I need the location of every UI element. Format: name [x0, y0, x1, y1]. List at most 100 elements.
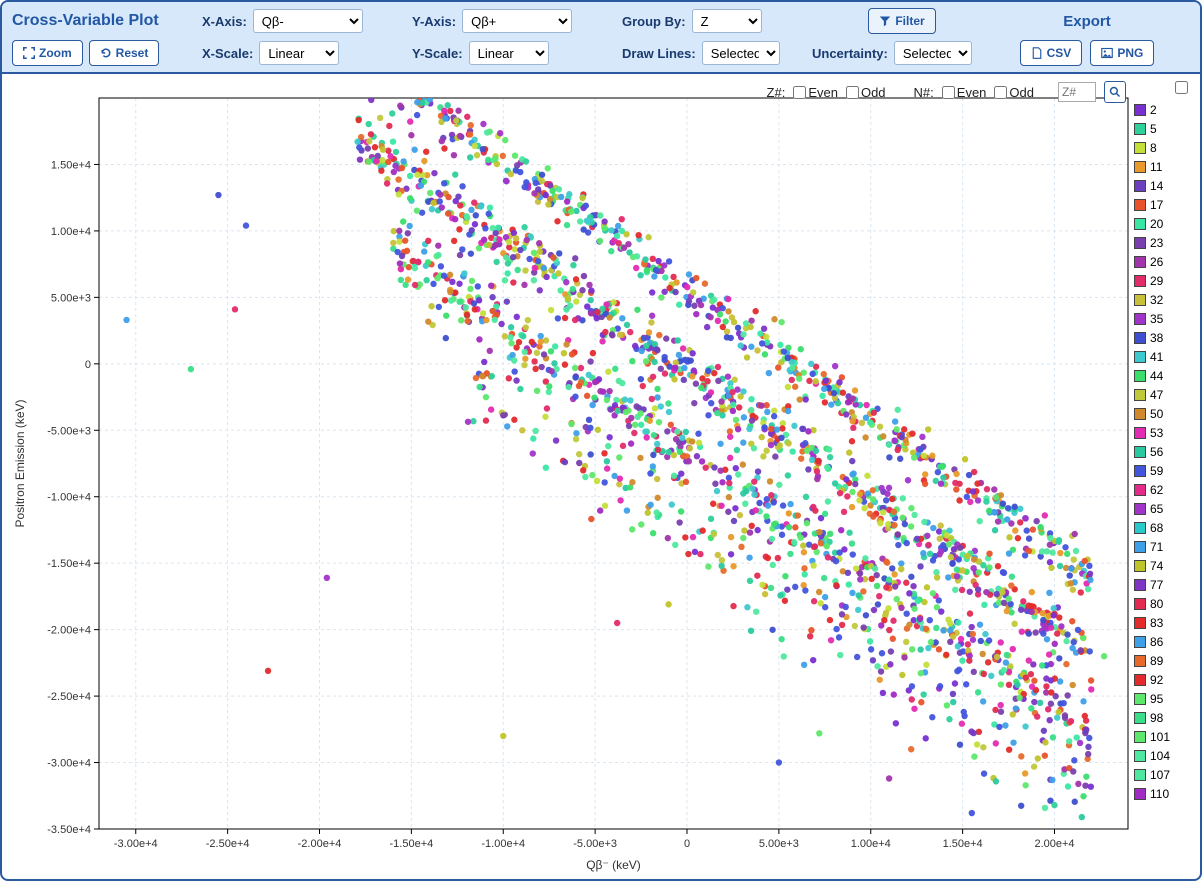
legend-item[interactable]: 11 [1134, 157, 1190, 176]
legend-swatch [1134, 712, 1146, 724]
legend-item[interactable]: 98 [1134, 708, 1190, 727]
legend-item[interactable]: 83 [1134, 613, 1190, 632]
parity-filters: Z#: Even Odd N#: Even Odd [767, 81, 1126, 103]
z-odd-checkbox[interactable]: Odd [846, 85, 886, 100]
legend-item[interactable]: 62 [1134, 480, 1190, 499]
svg-text:-2.50e+4: -2.50e+4 [206, 838, 250, 850]
legend-label: 8 [1150, 141, 1157, 155]
legend-label: 80 [1150, 597, 1163, 611]
legend-item[interactable]: 80 [1134, 594, 1190, 613]
legend-item[interactable]: 26 [1134, 252, 1190, 271]
legend-swatch [1134, 750, 1146, 762]
n-even-checkbox[interactable]: Even [942, 85, 987, 100]
legend-swatch [1134, 199, 1146, 211]
image-icon [1101, 47, 1113, 59]
legend-item[interactable]: 20 [1134, 214, 1190, 233]
legend-item[interactable]: 89 [1134, 651, 1190, 670]
legend-item[interactable]: 95 [1134, 689, 1190, 708]
z-even-checkbox[interactable]: Even [793, 85, 838, 100]
legend-swatch [1134, 218, 1146, 230]
svg-text:5.00e+3: 5.00e+3 [51, 292, 91, 304]
legend-swatch [1134, 731, 1146, 743]
n-odd-checkbox[interactable]: Odd [994, 85, 1034, 100]
legend-label: 104 [1150, 749, 1170, 763]
expand-icon [23, 47, 35, 59]
legend-item[interactable]: 68 [1134, 518, 1190, 537]
svg-text:Positron Emission (keV): Positron Emission (keV) [13, 399, 27, 527]
yaxis-select[interactable]: Qβ+ [462, 9, 572, 33]
legend-label: 74 [1150, 559, 1163, 573]
legend-label: 110 [1150, 787, 1169, 801]
svg-text:5.00e+3: 5.00e+3 [759, 838, 799, 850]
legend-item[interactable]: 65 [1134, 499, 1190, 518]
drawlines-select[interactable]: Selected [702, 41, 780, 65]
legend-item[interactable]: 23 [1134, 233, 1190, 252]
legend-item[interactable]: 47 [1134, 385, 1190, 404]
plot-area[interactable]: -3.00e+4-2.50e+4-2.00e+4-1.50e+4-1.00e+4… [6, 78, 1196, 875]
legend-item[interactable]: 101 [1134, 727, 1190, 746]
legend-item[interactable]: 32 [1134, 290, 1190, 309]
legend-item[interactable]: 110 [1134, 784, 1190, 803]
export-png-button[interactable]: PNG [1090, 40, 1154, 66]
export-csv-label: CSV [1047, 46, 1072, 60]
legend-item[interactable]: 74 [1134, 556, 1190, 575]
legend-item[interactable]: 86 [1134, 632, 1190, 651]
legend-item[interactable]: 53 [1134, 423, 1190, 442]
legend-label: 95 [1150, 692, 1163, 706]
xscale-select[interactable]: Linear [259, 41, 339, 65]
legend-item[interactable]: 29 [1134, 271, 1190, 290]
legend-swatch [1134, 674, 1146, 686]
legend-item[interactable]: 35 [1134, 309, 1190, 328]
uncertainty-select[interactable]: Selected [894, 41, 972, 65]
legend-item[interactable]: 14 [1134, 176, 1190, 195]
yscale-select[interactable]: Linear [469, 41, 549, 65]
legend-swatch [1134, 693, 1146, 705]
legend-item[interactable]: 56 [1134, 442, 1190, 461]
svg-text:0: 0 [85, 359, 91, 371]
filter-button[interactable]: Filter [868, 8, 935, 34]
xaxis-label: X-Axis: [202, 14, 247, 29]
legend-item[interactable]: 44 [1134, 366, 1190, 385]
zoom-button[interactable]: Zoom [12, 40, 83, 66]
z-search-button[interactable] [1104, 81, 1126, 103]
legend-swatch [1134, 598, 1146, 610]
legend-item[interactable]: 50 [1134, 404, 1190, 423]
z-search-input[interactable] [1058, 82, 1096, 102]
svg-text:-2.00e+4: -2.00e+4 [298, 838, 342, 850]
legend-toggle-checkbox[interactable] [1175, 81, 1188, 94]
legend-label: 71 [1150, 540, 1163, 554]
legend-label: 20 [1150, 217, 1163, 231]
xscale-label: X-Scale: [202, 46, 253, 61]
export-csv-button[interactable]: CSV [1020, 40, 1083, 66]
legend-label: 98 [1150, 711, 1163, 725]
legend-item[interactable]: 5 [1134, 119, 1190, 138]
legend-item[interactable]: 8 [1134, 138, 1190, 157]
reset-button[interactable]: Reset [89, 40, 160, 66]
legend-item[interactable]: 77 [1134, 575, 1190, 594]
legend-item[interactable]: 92 [1134, 670, 1190, 689]
legend-item[interactable]: 107 [1134, 765, 1190, 784]
yscale-label: Y-Scale: [412, 46, 463, 61]
legend-swatch [1134, 655, 1146, 667]
svg-text:-1.00e+4: -1.00e+4 [481, 838, 525, 850]
zoom-button-label: Zoom [39, 46, 72, 60]
legend-item[interactable]: 38 [1134, 328, 1190, 347]
legend-item[interactable]: 17 [1134, 195, 1190, 214]
legend-swatch [1134, 427, 1146, 439]
legend-swatch [1134, 484, 1146, 496]
legend-item[interactable]: 41 [1134, 347, 1190, 366]
groupby-select[interactable]: Z [692, 9, 762, 33]
svg-text:-5.00e+3: -5.00e+3 [573, 838, 617, 850]
undo-icon [100, 47, 112, 59]
yaxis-control: Y-Axis: Qβ+ [412, 9, 612, 33]
legend-item[interactable]: 104 [1134, 746, 1190, 765]
legend-item[interactable]: 71 [1134, 537, 1190, 556]
xaxis-select[interactable]: Qβ- [253, 9, 363, 33]
legend-item[interactable]: 2 [1134, 100, 1190, 119]
legend-swatch [1134, 313, 1146, 325]
legend-label: 38 [1150, 331, 1163, 345]
legend-swatch [1134, 161, 1146, 173]
svg-text:1.50e+4: 1.50e+4 [943, 838, 983, 850]
plot-wrap: -3.00e+4-2.50e+4-2.00e+4-1.50e+4-1.00e+4… [2, 74, 1200, 879]
legend-item[interactable]: 59 [1134, 461, 1190, 480]
